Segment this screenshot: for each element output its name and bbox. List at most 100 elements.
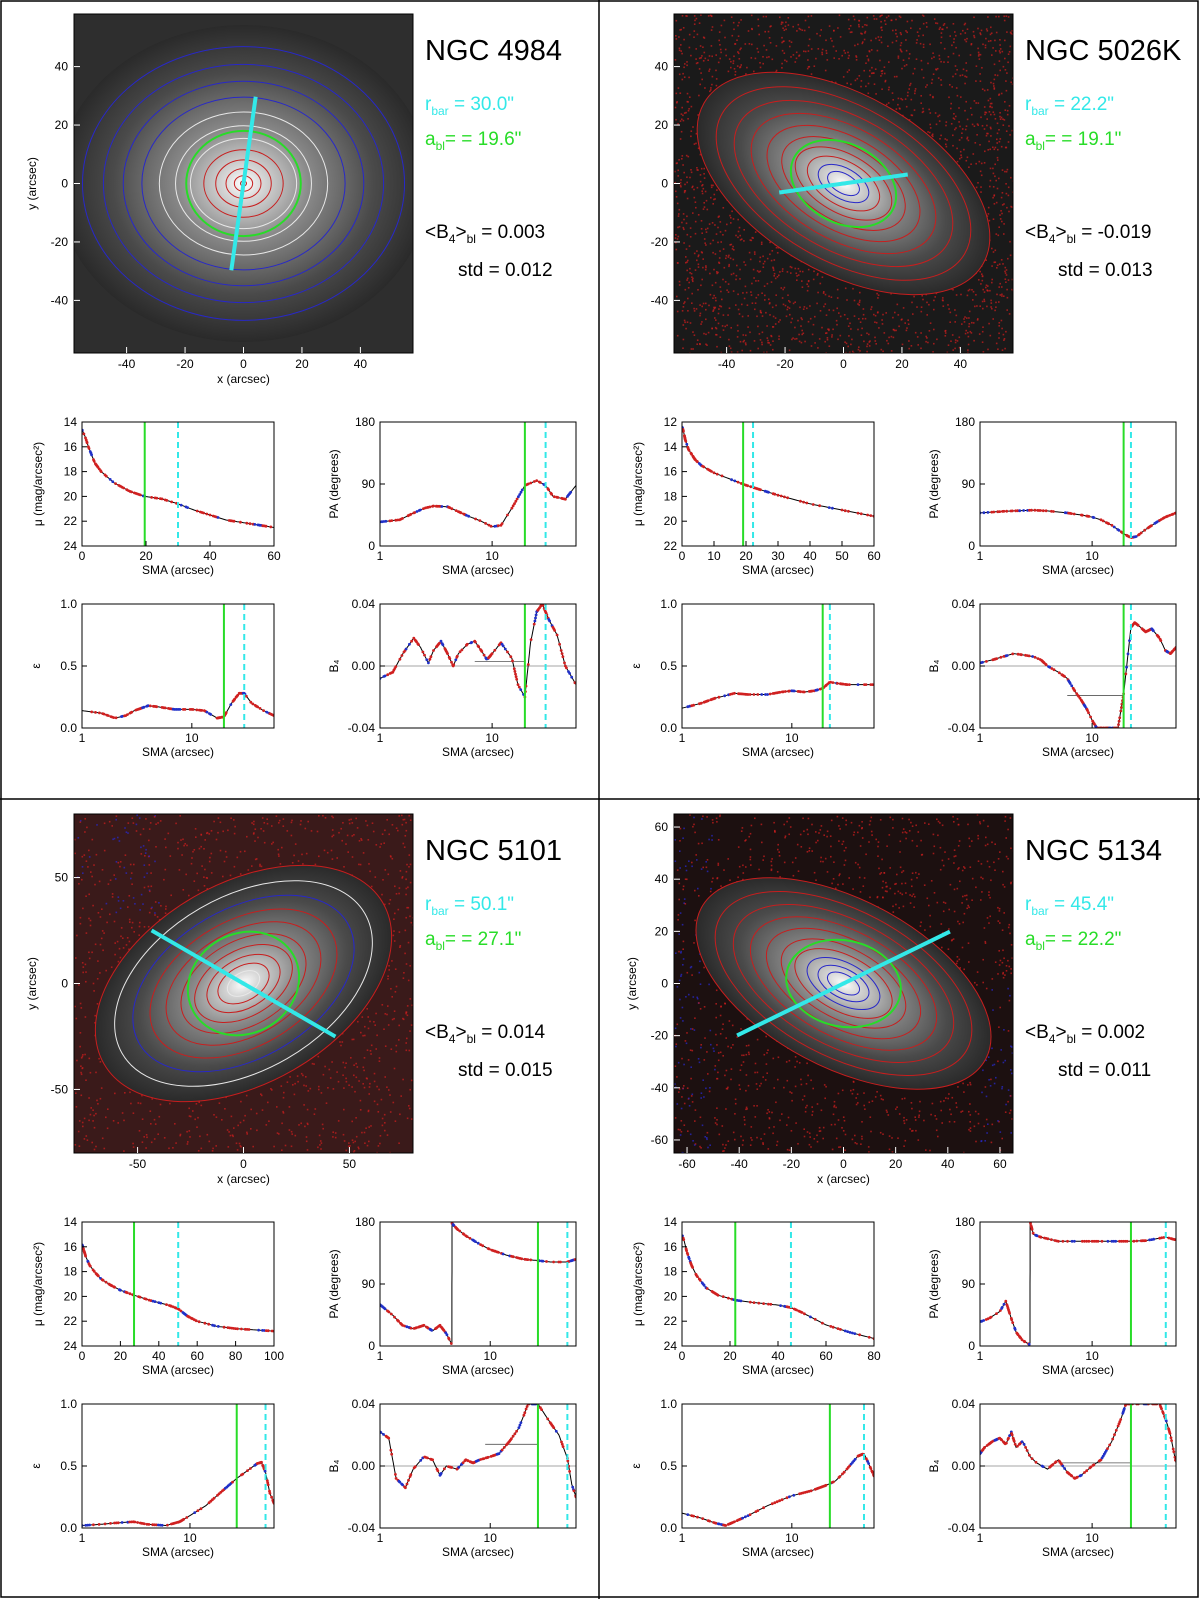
noise-dot	[989, 102, 992, 105]
profile-point	[696, 460, 699, 464]
noise-dot	[368, 1086, 371, 1088]
noise-dot	[369, 1082, 371, 1085]
noise-dot	[343, 1087, 345, 1089]
noise-dot	[697, 255, 700, 258]
noise-dot	[743, 261, 745, 263]
noise-dot	[409, 863, 412, 866]
noise-dot	[987, 149, 989, 151]
noise-dot	[980, 29, 983, 32]
noise-dot	[772, 326, 775, 328]
noise-dot	[972, 299, 974, 301]
noise-dot	[683, 38, 685, 41]
noise-dot	[131, 817, 134, 819]
noise-dot	[1005, 15, 1008, 17]
noise-dot	[967, 351, 969, 353]
noise-dot	[294, 843, 297, 845]
noise-dot	[770, 25, 772, 27]
noise-dot	[881, 319, 883, 321]
noise-dot	[993, 88, 996, 90]
noise-dot	[770, 335, 773, 338]
noise-dot	[960, 293, 962, 296]
noise-dot	[401, 876, 404, 878]
noise-dot	[183, 844, 185, 847]
noise-dot	[680, 113, 683, 115]
noise-dot	[682, 164, 684, 166]
noise-dot	[954, 321, 956, 323]
noise-dot	[961, 74, 964, 76]
noise-dot	[297, 860, 300, 862]
noise-dot	[766, 351, 768, 353]
noise-dot	[736, 39, 738, 41]
profile-point	[409, 512, 413, 516]
noise-dot	[976, 123, 979, 125]
noise-dot	[830, 296, 833, 298]
x-tick-label: 60	[267, 549, 281, 563]
noise-dot	[990, 81, 992, 84]
b4-mean-label: <B4>bl = 0.003	[425, 222, 545, 246]
noise-dot	[982, 351, 985, 353]
noise-dot	[850, 343, 852, 346]
profile-point	[236, 693, 240, 697]
noise-dot	[818, 338, 821, 340]
noise-dot	[749, 331, 751, 334]
noise-dot	[704, 242, 706, 244]
noise-dot	[999, 294, 1002, 296]
profile-point	[1134, 535, 1138, 538]
noise-dot	[676, 238, 679, 240]
noise-dot	[794, 338, 796, 340]
profile-point	[829, 680, 832, 684]
profile-point	[87, 447, 91, 450]
noise-dot	[320, 1092, 323, 1094]
profile-point	[1018, 509, 1022, 513]
noise-dot	[911, 114, 914, 117]
profile-point	[398, 657, 402, 661]
noise-dot	[674, 106, 677, 109]
noise-dot	[871, 72, 873, 75]
profile-point	[130, 710, 134, 714]
noise-dot	[695, 48, 697, 50]
noise-dot	[972, 153, 975, 155]
noise-dot	[771, 306, 774, 309]
noise-dot	[684, 63, 686, 65]
profile-point	[441, 643, 445, 647]
noise-dot	[910, 27, 912, 29]
noise-dot	[911, 19, 913, 22]
noise-dot	[768, 298, 770, 301]
noise-dot	[735, 304, 737, 306]
noise-dot	[204, 868, 206, 871]
noise-dot	[967, 343, 970, 346]
noise-dot	[999, 138, 1002, 140]
noise-dot	[826, 338, 829, 341]
noise-dot	[958, 54, 960, 57]
profile-point	[1028, 508, 1031, 512]
noise-dot	[164, 868, 167, 871]
noise-dot	[901, 343, 904, 346]
noise-dot	[737, 218, 739, 221]
noise-dot	[343, 1108, 345, 1111]
noise-dot	[980, 174, 983, 177]
noise-dot	[297, 1080, 299, 1083]
noise-dot	[868, 341, 871, 343]
noise-dot	[347, 1145, 350, 1148]
noise-dot	[353, 834, 355, 836]
noise-dot	[743, 297, 746, 300]
profile-point	[1159, 639, 1163, 642]
profile-point	[1126, 652, 1130, 656]
noise-dot	[906, 327, 908, 329]
noise-dot	[841, 54, 843, 57]
plot-frame	[979, 421, 1177, 547]
noise-dot	[857, 43, 859, 46]
noise-dot	[222, 830, 224, 833]
noise-dot	[807, 268, 810, 271]
y-tick-label: -0.04	[948, 721, 976, 735]
noise-dot	[996, 142, 998, 144]
noise-dot	[81, 1055, 84, 1058]
noise-dot	[922, 22, 925, 25]
noise-dot	[145, 1147, 147, 1149]
profile-point	[90, 453, 93, 457]
noise-dot	[958, 107, 960, 109]
noise-dot	[737, 52, 740, 55]
noise-dot	[896, 303, 899, 306]
noise-dot	[327, 1087, 329, 1089]
y-tick-label: -40	[51, 293, 69, 307]
